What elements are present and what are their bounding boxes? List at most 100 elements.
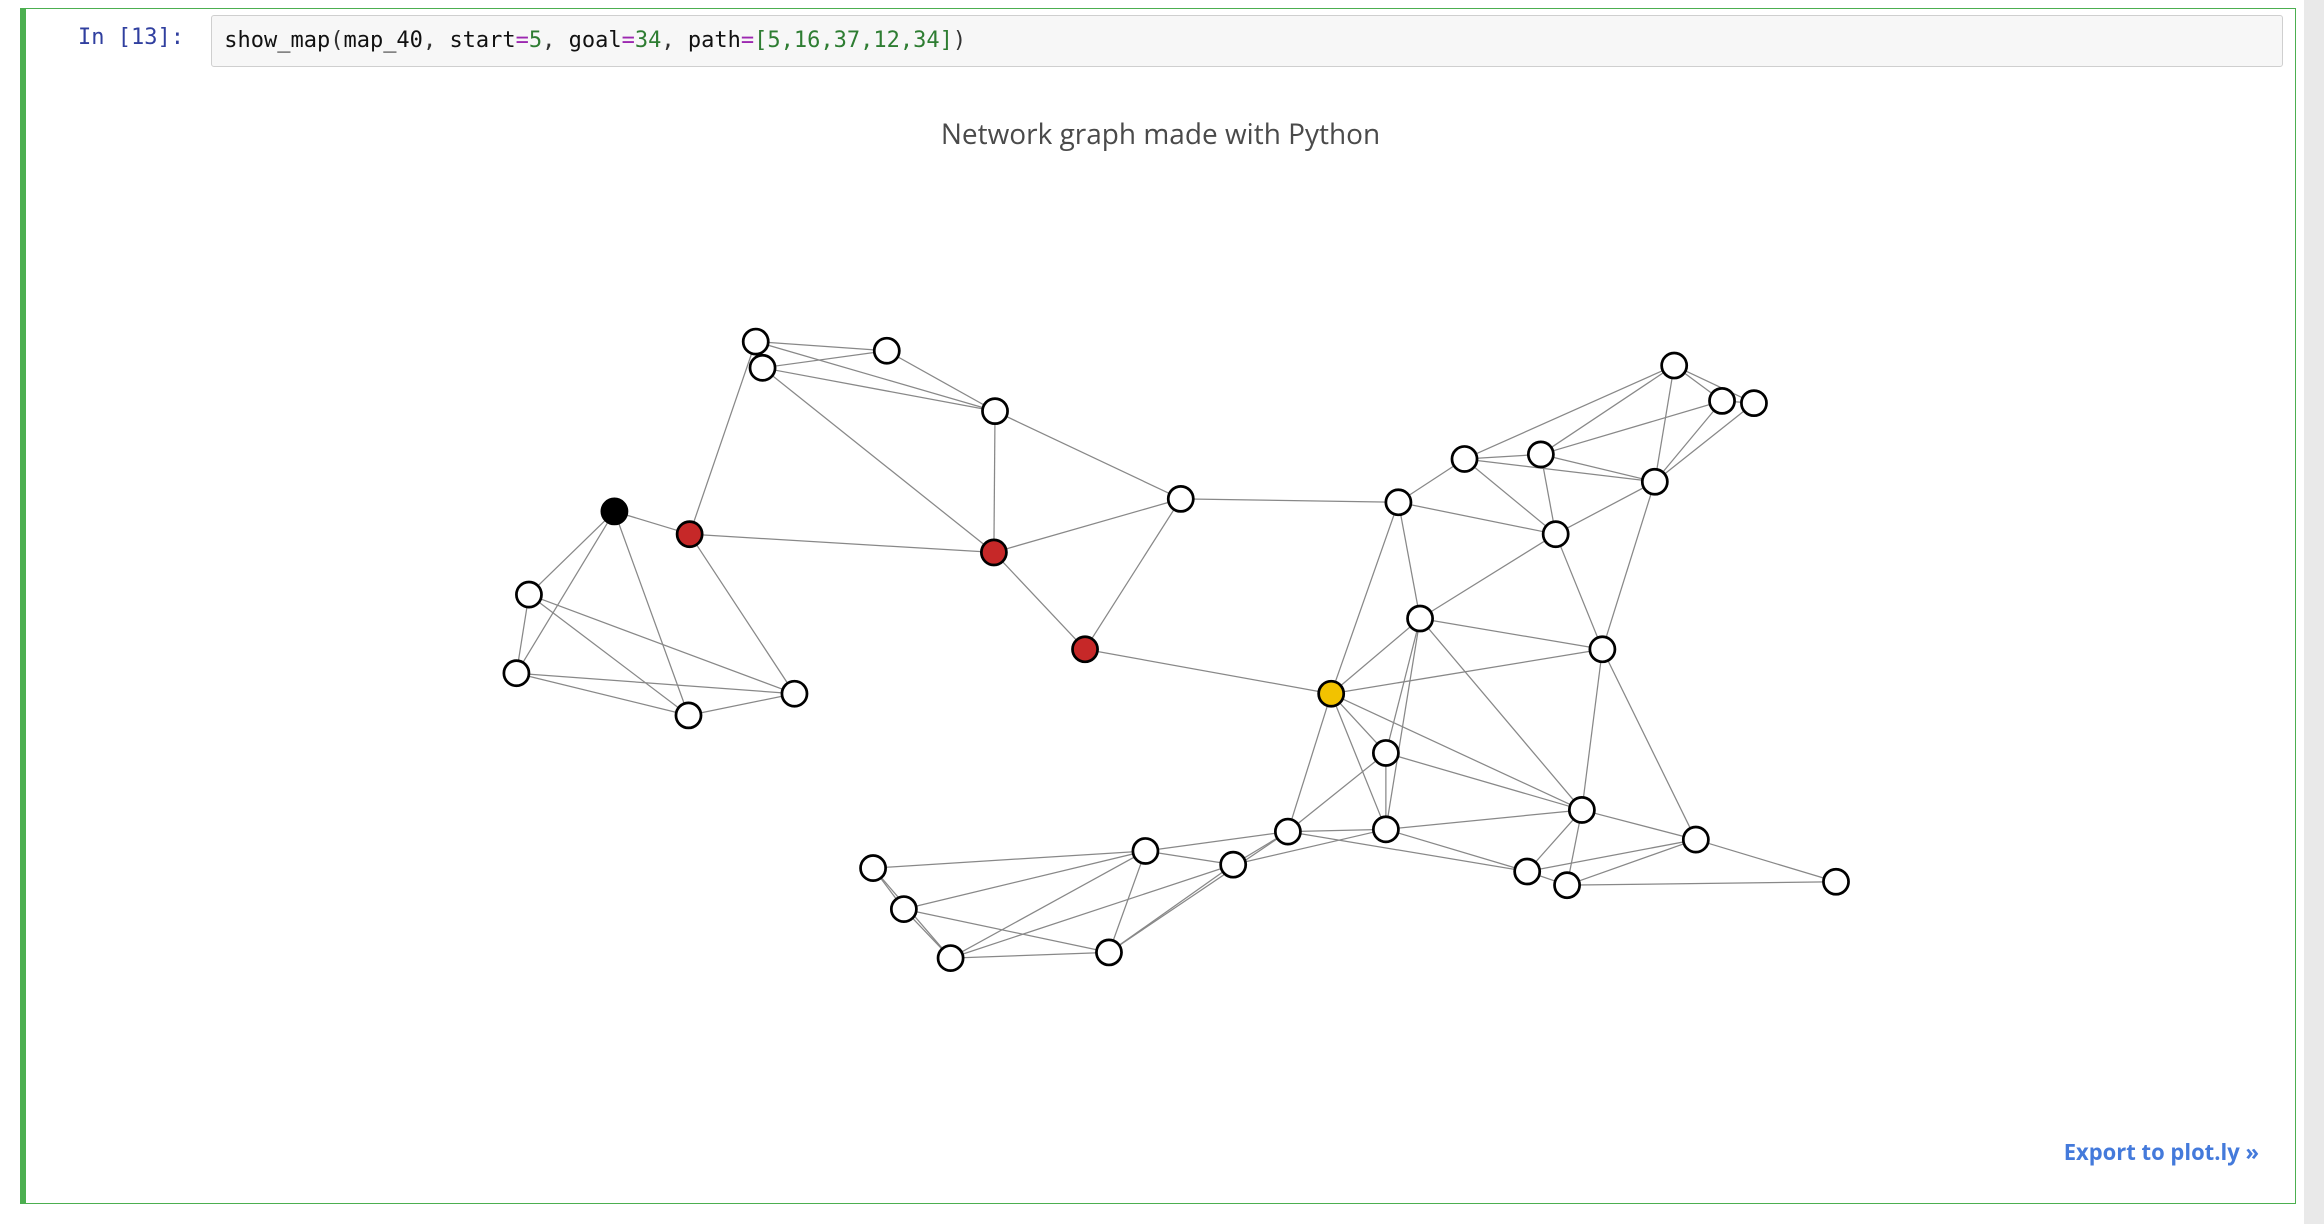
graph-node[interactable] xyxy=(1642,469,1667,494)
graph-edge xyxy=(1085,499,1181,649)
graph-node[interactable] xyxy=(1823,869,1848,894)
graph-edge xyxy=(1288,831,1527,871)
graph-edge xyxy=(529,594,795,693)
prompt-suffix: ]: xyxy=(157,25,197,50)
graph-node[interactable] xyxy=(891,896,916,921)
graph-edge xyxy=(1655,365,1674,481)
graph-edge xyxy=(1109,864,1233,952)
page-root: In [13]: show_map(map_40, start=5, goal=… xyxy=(0,0,2324,1224)
graph-edge xyxy=(1398,502,1555,534)
code-fn: show_map xyxy=(224,28,330,53)
graph-edge xyxy=(1655,403,1754,482)
graph-edge xyxy=(994,552,1085,649)
network-graph[interactable] xyxy=(138,157,2162,1137)
graph-node[interactable] xyxy=(1555,872,1580,897)
graph-edge xyxy=(1420,618,1582,809)
graph-node[interactable] xyxy=(874,338,899,363)
input-row: In [13]: show_map(map_40, start=5, goal=… xyxy=(38,15,2283,67)
graph-edge xyxy=(1386,753,1582,810)
prompt-number: 13 xyxy=(131,25,158,50)
graph-node[interactable] xyxy=(1408,606,1433,631)
graph-edge xyxy=(1288,693,1331,831)
graph-edge xyxy=(1085,649,1331,693)
graph-edge xyxy=(994,499,1181,553)
code-kw-start: start xyxy=(449,28,515,53)
graph-edge xyxy=(1465,459,1655,482)
graph-edge xyxy=(873,851,1145,868)
code-val-path: [5,16,37,12,34] xyxy=(754,28,953,53)
graph-edge xyxy=(529,594,689,715)
graph-node[interactable] xyxy=(1590,636,1615,661)
graph-node[interactable] xyxy=(1073,636,1098,661)
graph-edge xyxy=(1386,618,1420,829)
graph-edge xyxy=(1541,401,1722,455)
graph-edge xyxy=(1398,502,1420,618)
graph-node[interactable] xyxy=(602,499,627,524)
graph-node[interactable] xyxy=(982,398,1007,423)
graph-edge xyxy=(1567,881,1836,884)
graph-node[interactable] xyxy=(1741,390,1766,415)
graph-edge xyxy=(690,534,994,552)
graph-node[interactable] xyxy=(750,355,775,380)
graph-node[interactable] xyxy=(981,540,1006,565)
graph-node[interactable] xyxy=(1683,827,1708,852)
chart-title: Network graph made with Python xyxy=(38,115,2283,153)
graph-edge xyxy=(1181,499,1399,502)
graph-node[interactable] xyxy=(861,855,886,880)
graph-node[interactable] xyxy=(1710,388,1735,413)
graph-edge xyxy=(1420,534,1556,618)
graph-edge xyxy=(1331,693,1582,809)
graph-node[interactable] xyxy=(1275,819,1300,844)
graph-node[interactable] xyxy=(1569,797,1594,822)
graph-node[interactable] xyxy=(743,329,768,354)
code-val-goal: 34 xyxy=(635,28,662,53)
graph-edge xyxy=(1655,401,1722,482)
graph-node[interactable] xyxy=(1452,446,1477,471)
graph-edge xyxy=(690,534,795,694)
notebook-cell: In [13]: show_map(map_40, start=5, goal=… xyxy=(20,8,2296,1204)
graph-edge xyxy=(995,411,1181,499)
graph-node[interactable] xyxy=(1096,940,1121,965)
graph-edge xyxy=(688,693,794,715)
graph-node[interactable] xyxy=(516,582,541,607)
graph-edge xyxy=(1465,459,1556,534)
graph-node[interactable] xyxy=(938,945,963,970)
graph-edge xyxy=(994,411,995,552)
graph-node[interactable] xyxy=(1386,489,1411,514)
graph-node[interactable] xyxy=(782,681,807,706)
code-input[interactable]: show_map(map_40, start=5, goal=34, path=… xyxy=(211,15,2283,67)
graph-edge xyxy=(1386,810,1582,829)
graph-node[interactable] xyxy=(1528,442,1553,467)
graph-node[interactable] xyxy=(1319,681,1344,706)
graph-edge xyxy=(1541,454,1655,481)
graph-node[interactable] xyxy=(1168,486,1193,511)
prompt-label: In [ xyxy=(78,25,131,50)
graph-edge xyxy=(1145,831,1287,850)
graph-node[interactable] xyxy=(1373,740,1398,765)
export-link[interactable]: Export to plot.ly » xyxy=(2064,1137,2259,1167)
graph-edge xyxy=(1527,839,1696,871)
graph-node[interactable] xyxy=(504,660,529,685)
graph-edge xyxy=(1696,839,1836,881)
graph-node[interactable] xyxy=(677,521,702,546)
graph-edge xyxy=(951,864,1234,957)
graph-edge xyxy=(1582,649,1603,810)
graph-edge xyxy=(1541,365,1674,454)
graph-node[interactable] xyxy=(1133,838,1158,863)
output-area: Network graph made with Python Export to… xyxy=(38,67,2283,1177)
graph-edge xyxy=(756,341,887,350)
graph-node[interactable] xyxy=(676,703,701,728)
graph-node[interactable] xyxy=(1373,816,1398,841)
code-arg-map: map_40 xyxy=(343,28,422,53)
graph-edge xyxy=(1556,481,1655,533)
graph-edge xyxy=(1602,649,1695,839)
graph-node[interactable] xyxy=(1515,859,1540,884)
graph-node[interactable] xyxy=(1221,852,1246,877)
graph-node[interactable] xyxy=(1543,521,1568,546)
graph-node[interactable] xyxy=(1662,353,1687,378)
vertical-scrollbar[interactable] xyxy=(2304,0,2324,1224)
graph-edge xyxy=(904,851,1146,909)
graph-edge xyxy=(1465,365,1675,458)
graph-edge xyxy=(763,368,995,411)
graph-edge xyxy=(1288,829,1386,831)
